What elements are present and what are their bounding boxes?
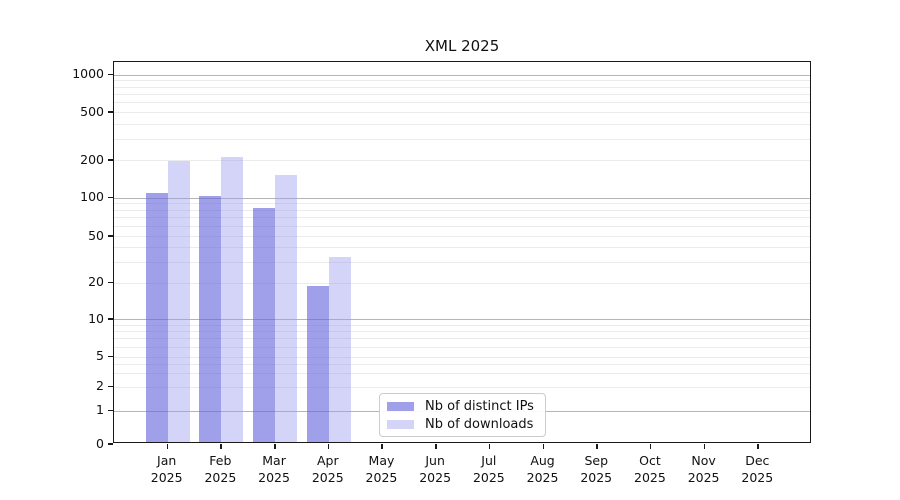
y-tick-5: [108, 355, 113, 357]
y-tick-label-200: 200: [80, 151, 104, 167]
x-tick-apr: [327, 444, 330, 449]
gridline-y-9: [114, 324, 810, 326]
x-tick-jun: [435, 444, 437, 449]
gridline-y-300: [114, 138, 810, 140]
gridline-y-10: [114, 319, 810, 320]
gridline-y-900: [114, 80, 810, 82]
y-tick-200: [108, 159, 113, 161]
x-tick-aug: [542, 444, 545, 449]
legend: Nb of distinct IPs Nb of downloads: [379, 393, 546, 437]
bar-distinct-ips-feb: [199, 195, 222, 442]
y-tick-label-500: 500: [80, 103, 104, 119]
y-tick-label-1000: 1000: [72, 66, 104, 81]
y-tick-20: [108, 281, 113, 283]
gridline-y-60: [114, 225, 810, 227]
gridline-y-800: [114, 86, 810, 88]
x-tick-label-dec: Dec 2025: [741, 453, 774, 485]
x-tick-sep: [596, 444, 598, 449]
x-tick-label-sep: Sep 2025: [580, 453, 613, 485]
gridline-y-50: [114, 236, 810, 237]
x-tick-oct: [649, 444, 652, 449]
gridline-y-8: [114, 331, 810, 333]
x-tick-feb: [220, 444, 222, 449]
x-tick-label-may: May 2025: [365, 453, 398, 485]
y-tick-label-10: 10: [88, 310, 104, 326]
bar-downloads-feb: [221, 156, 244, 442]
legend-item-downloads: Nb of downloads: [387, 417, 545, 432]
gridline-y-30: [114, 261, 810, 263]
bar-distinct-ips-mar: [253, 207, 276, 442]
x-tick-label-oct: Oct 2025: [634, 453, 666, 485]
gridline-y-20: [114, 282, 810, 284]
gridline-y-100: [114, 197, 810, 199]
y-tick-1000: [108, 73, 113, 75]
bar-downloads-mar: [275, 175, 298, 442]
gridline-y-1000: [114, 74, 810, 76]
legend-swatch-distinct-ips-icon: [387, 401, 414, 411]
x-tick-label-jul: Jul 2025: [472, 453, 505, 485]
x-tick-label-aug: Aug 2025: [526, 453, 559, 485]
y-tick-label-5: 5: [96, 348, 104, 363]
x-tick-label-mar: Mar 2025: [258, 453, 290, 485]
x-tick-dec: [757, 444, 759, 449]
gridline-y-90: [114, 203, 810, 205]
y-tick-0: [108, 443, 113, 445]
gridline-y-2: [114, 386, 810, 388]
y-tick-label-1: 1: [96, 402, 104, 417]
x-tick-nov: [703, 444, 706, 449]
gridline-y-4: [114, 363, 810, 365]
legend-label-distinct-ips: Nb of distinct IPs: [425, 398, 534, 414]
legend-label-downloads: Nb of downloads: [425, 416, 534, 432]
x-tick-may: [381, 444, 383, 449]
y-tick-1: [108, 409, 113, 411]
plot-area: [113, 61, 811, 443]
y-tick-label-100: 100: [80, 189, 104, 204]
bar-distinct-ips-jan: [145, 192, 168, 442]
gridline-y-600: [114, 102, 810, 104]
gridline-y-5: [114, 356, 810, 358]
x-tick-jan: [166, 444, 169, 449]
y-tick-500: [108, 111, 113, 113]
gridline-y-700: [114, 93, 810, 95]
x-tick-label-feb: Feb 2025: [204, 453, 237, 485]
bar-downloads-jan: [167, 160, 190, 442]
y-tick-label-2: 2: [96, 378, 104, 393]
x-tick-label-jan: Jan 2025: [150, 453, 183, 485]
bar-distinct-ips-apr: [306, 286, 329, 442]
gridline-y-500: [114, 112, 810, 113]
bar-downloads-apr: [328, 256, 351, 442]
gridline-y-400: [114, 123, 810, 125]
x-tick-mar: [274, 444, 276, 449]
gridline-y-3: [114, 373, 810, 375]
y-tick-label-50: 50: [88, 227, 104, 243]
gridline-y-7: [114, 338, 810, 340]
gridline-y-6: [114, 346, 810, 348]
x-tick-label-jun: Jun 2025: [419, 453, 452, 485]
legend-item-distinct-ips: Nb of distinct IPs: [387, 399, 545, 414]
y-tick-2: [108, 385, 113, 387]
y-tick-label-20: 20: [88, 274, 104, 289]
chart-title: XML 2025: [424, 37, 500, 55]
x-tick-label-apr: Apr 2025: [311, 453, 344, 485]
gridline-y-80: [114, 209, 810, 211]
x-tick-label-nov: Nov 2025: [687, 453, 720, 485]
gridline-y-200: [114, 160, 810, 161]
gridline-y-70: [114, 217, 810, 219]
y-tick-10: [108, 318, 113, 320]
gridline-y-40: [114, 247, 810, 249]
y-tick-50: [108, 235, 113, 237]
x-tick-jul: [488, 444, 491, 449]
y-tick-100: [108, 196, 113, 198]
legend-swatch-downloads-icon: [387, 419, 414, 429]
y-tick-label-0: 0: [96, 435, 104, 451]
